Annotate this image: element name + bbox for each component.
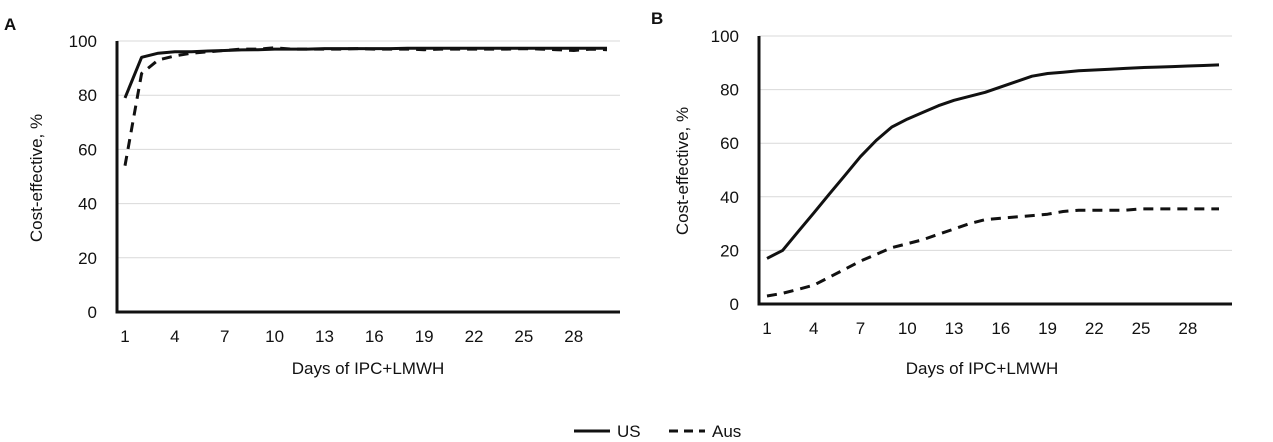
legend-us-label: US bbox=[617, 422, 641, 441]
panel-a-x-tick-label: 22 bbox=[465, 327, 484, 346]
panel-a-series-aus-line bbox=[123, 46, 608, 166]
panel-b-x-tick-label: 13 bbox=[945, 319, 964, 338]
panel-b-x-tick-labels: 1 4 7 10 13 16 19 22 25 28 bbox=[762, 319, 1197, 338]
panel-b-y-tick-label: 0 bbox=[730, 295, 739, 314]
panel-a-y-tick-label: 40 bbox=[78, 195, 97, 214]
panel-b-x-tick-label: 1 bbox=[762, 319, 771, 338]
panel-b-x-tick-label: 28 bbox=[1178, 319, 1197, 338]
panel-a-y-axis-title: Cost-effective, % bbox=[27, 114, 46, 242]
panel-b-x-tick-label: 25 bbox=[1132, 319, 1151, 338]
panel-b-series-aus-line bbox=[766, 207, 1219, 298]
panel-b-y-tick-label: 20 bbox=[720, 241, 739, 260]
panel-a-series-lines bbox=[123, 46, 608, 166]
legend-item-aus: Aus bbox=[669, 422, 741, 441]
panel-a-x-tick-label: 13 bbox=[315, 327, 334, 346]
panel-b-x-tick-label: 10 bbox=[898, 319, 917, 338]
panel-a-x-tick-label: 25 bbox=[514, 327, 533, 346]
legend: US Aus bbox=[574, 422, 741, 441]
panel-b-y-tick-label: 40 bbox=[720, 188, 739, 207]
panel-b-x-tick-label: 7 bbox=[856, 319, 865, 338]
panel-b-x-tick-label: 22 bbox=[1085, 319, 1104, 338]
panel-b-x-axis-title: Days of IPC+LMWH bbox=[906, 359, 1059, 378]
panel-a-y-tick-labels: 0 20 40 60 80 100 bbox=[69, 32, 97, 322]
panel-b-x-tick-label: 4 bbox=[809, 319, 818, 338]
panel-b-y-tick-labels: 0 20 40 60 80 100 bbox=[711, 27, 739, 314]
panel-a-series-us-line bbox=[123, 46, 607, 99]
panel-b-y-tick-label: 80 bbox=[720, 81, 739, 100]
panel-a-y-tick-label: 80 bbox=[78, 86, 97, 105]
panel-a-y-tick-label: 20 bbox=[78, 249, 97, 268]
panel-a-x-tick-label: 1 bbox=[120, 327, 129, 346]
panel-a-x-tick-labels: 1 4 7 10 13 16 19 22 25 28 bbox=[120, 327, 583, 346]
panel-b-y-tick-label: 60 bbox=[720, 134, 739, 153]
legend-aus-label: Aus bbox=[712, 422, 741, 441]
panel-b-series-lines bbox=[766, 63, 1220, 298]
panel-a-x-tick-label: 19 bbox=[415, 327, 434, 346]
panel-a-y-tick-label: 0 bbox=[88, 303, 97, 322]
legend-item-us: US bbox=[574, 422, 641, 441]
panel-a-x-tick-label: 4 bbox=[170, 327, 179, 346]
panel-b-x-tick-label: 19 bbox=[1038, 319, 1057, 338]
panel-a-axes bbox=[115, 41, 620, 314]
panel-a-x-axis-title: Days of IPC+LMWH bbox=[292, 359, 445, 378]
panel-a-x-tick-label: 10 bbox=[265, 327, 284, 346]
panel-a-x-tick-label: 7 bbox=[220, 327, 229, 346]
panel-a-label: A bbox=[4, 15, 16, 34]
panel-b-y-tick-label: 100 bbox=[711, 27, 739, 46]
panel-b-series-us-line bbox=[766, 63, 1220, 260]
panel-a-gridlines bbox=[117, 40, 620, 259]
panel-a-x-tick-label: 28 bbox=[564, 327, 583, 346]
panel-b-chart: B 0 20 40 60 80 100 1 4 7 10 13 16 19 22 25 28 Days of… bbox=[651, 9, 1232, 378]
panel-a-x-tick-label: 16 bbox=[365, 327, 384, 346]
panel-b-axes bbox=[757, 36, 1232, 306]
panel-a-y-tick-label: 60 bbox=[78, 140, 97, 159]
panel-a-chart: A 0 20 40 60 80 100 1 4 7 10 13 16 19 22 25 28 Days of… bbox=[4, 15, 620, 378]
panel-b-gridlines bbox=[759, 35, 1232, 251]
panel-b-label: B bbox=[651, 9, 663, 28]
panel-a-y-tick-label: 100 bbox=[69, 32, 97, 51]
panel-b-x-tick-label: 16 bbox=[991, 319, 1010, 338]
panel-b-y-axis-title: Cost-effective, % bbox=[673, 107, 692, 235]
